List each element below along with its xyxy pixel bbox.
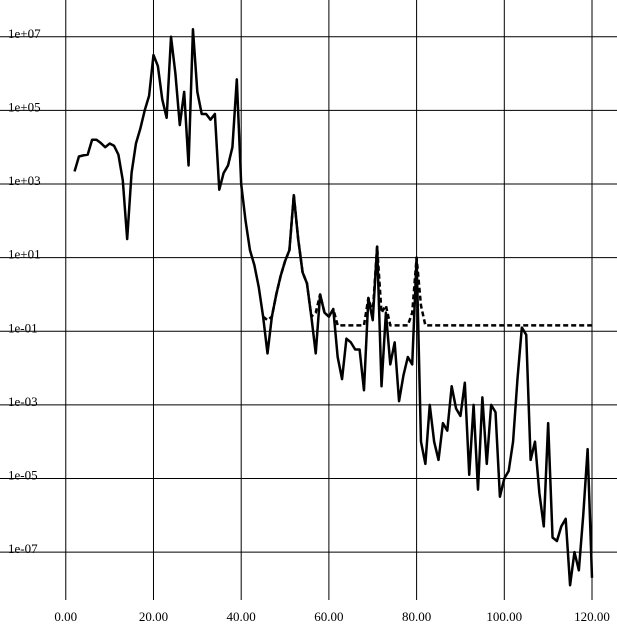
x-tick-label: 100.00 [486,609,522,624]
y-tick-label: 1e+05 [8,99,41,114]
x-tick-label: 40.00 [227,609,256,624]
y-tick-label: 1e-03 [8,394,38,409]
x-tick-label: 60.00 [314,609,343,624]
x-tick-label: 20.00 [139,609,168,624]
y-tick-label: 1e+03 [8,173,41,188]
x-tick-label: 120.00 [574,609,610,624]
y-tick-label: 1e+01 [8,247,41,262]
line-series [262,193,592,327]
line-series [73,28,594,587]
x-tick-label: 80.00 [402,609,431,624]
y-tick-label: 1e-05 [8,467,38,482]
y-tick-label: 1e-01 [8,320,38,335]
x-tick-label: 0.00 [54,609,77,624]
y-tick-label: 1e+07 [8,26,41,41]
y-tick-label: 1e-07 [8,541,38,556]
